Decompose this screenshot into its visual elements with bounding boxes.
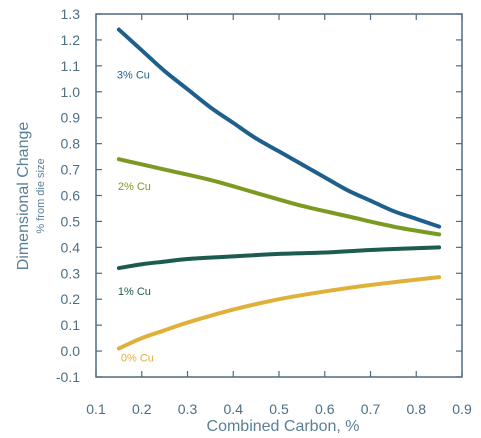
y-tick-label: 0.2 — [61, 291, 81, 307]
y-tick-label: 1.2 — [61, 32, 81, 48]
series-line-1-cu — [116, 245, 442, 271]
y-tick-label: 0.3 — [61, 265, 81, 281]
y-tick-label: 0.9 — [61, 110, 81, 126]
series-line-3-cu — [116, 27, 442, 229]
x-tick-label: 0.7 — [361, 401, 381, 417]
x-tick-label: 0.2 — [132, 401, 152, 417]
y-tick-label: 0.8 — [61, 136, 81, 152]
series-label-2-cu: 2% Cu — [118, 181, 151, 193]
y-tick-label: 0.6 — [61, 188, 81, 204]
plot-frame — [95, 13, 463, 378]
y-axis-title-group: Dimensional Change % from die size — [15, 122, 47, 271]
y-tick-label: -0.1 — [56, 369, 80, 385]
y-tick-label: 0.0 — [61, 343, 81, 359]
series-line-2-cu — [116, 157, 442, 237]
series-label-1-cu: 1% Cu — [118, 286, 151, 298]
y-tick-label: 1.0 — [61, 84, 81, 100]
series-label-3-cu: 3% Cu — [117, 70, 150, 82]
y-tick-label: 1.3 — [61, 6, 81, 22]
y-tick-label: 0.1 — [61, 317, 81, 333]
y-tick-label: 1.1 — [61, 58, 81, 74]
x-tick-label: 0.6 — [315, 401, 335, 417]
series-label-0-cu: 0% Cu — [121, 352, 154, 364]
x-tick-label: 0.5 — [269, 401, 289, 417]
y-axis-title: Dimensional Change — [15, 122, 32, 271]
y-tick-label: 0.5 — [61, 213, 81, 229]
x-axis-title: Combined Carbon, % — [207, 418, 360, 435]
x-tick-label: 0.3 — [178, 401, 198, 417]
x-tick-label: 0.1 — [86, 401, 106, 417]
y-tick-label: 0.7 — [61, 162, 81, 178]
x-tick-label: 0.9 — [452, 401, 472, 417]
x-tick-label: 0.8 — [407, 401, 427, 417]
x-tick-label: 0.4 — [224, 401, 244, 417]
y-axis-subtitle: % from die size — [35, 158, 47, 233]
y-tick-label: 0.4 — [61, 239, 81, 255]
series-line-0-cu — [116, 275, 442, 351]
